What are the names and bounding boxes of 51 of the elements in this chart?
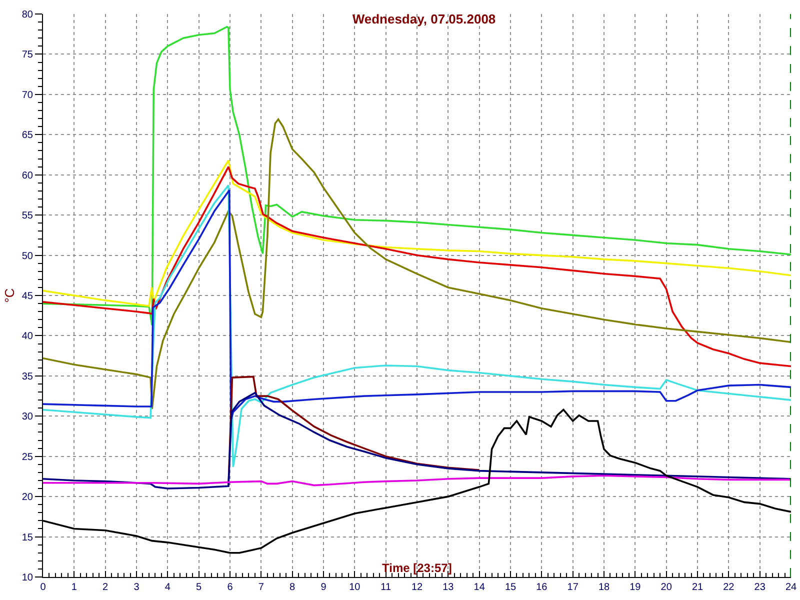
y-tick-label: 80 (22, 10, 34, 20)
line-series (43, 474, 791, 486)
x-tick-label: 5 (196, 582, 202, 593)
y-axis-title: °C (2, 288, 17, 303)
x-tick-label: 10 (349, 582, 361, 593)
line-series (43, 166, 791, 368)
x-tick-label: 17 (567, 582, 579, 593)
y-tick-label: 60 (22, 170, 34, 182)
x-tick-label: 22 (723, 582, 735, 593)
x-tick-label: 6 (227, 582, 234, 593)
x-tick-label: 4 (164, 582, 171, 593)
y-tick-label: 70 (22, 90, 34, 101)
x-tick-label: 14 (474, 582, 486, 593)
line-series (43, 159, 791, 307)
line-series (43, 189, 791, 422)
x-tick-label: 19 (630, 582, 642, 593)
line-series (43, 184, 791, 468)
x-tick-label: 0 (40, 582, 46, 593)
line-series (43, 26, 791, 326)
x-tick-label: 20 (660, 582, 672, 593)
y-tick-label: 30 (22, 412, 34, 423)
y-tick-label: 20 (22, 492, 34, 504)
y-tick-label: 50 (22, 250, 34, 262)
y-tick-label: 10 (22, 572, 34, 584)
x-tick-label: 2 (102, 582, 109, 593)
x-tick-label: 3 (134, 582, 140, 593)
y-tick-label: 35 (22, 371, 34, 382)
x-axis-title: Time [23:57] (382, 561, 452, 575)
x-tick-label: 1 (71, 582, 78, 593)
y-tick-label: 65 (22, 130, 34, 142)
x-tick-label: 12 (411, 582, 423, 593)
y-tick-label: 40 (22, 331, 34, 342)
x-tick-label: 16 (536, 582, 548, 593)
x-tick-label: 7 (258, 582, 264, 593)
x-tick-label: 8 (290, 582, 296, 593)
x-tick-label: 18 (598, 582, 610, 593)
x-tick-label: 21 (692, 582, 704, 593)
y-tick-label: 55 (22, 210, 34, 222)
x-tick-label: 24 (785, 582, 797, 593)
x-tick-label: 11 (380, 582, 392, 593)
line-series (43, 392, 791, 490)
y-tick-label: 75 (22, 50, 34, 61)
y-tick-label: 45 (22, 291, 34, 302)
x-tick-label: 15 (504, 582, 516, 593)
x-tick-label: 23 (754, 582, 766, 593)
line-series (43, 118, 791, 410)
chart-title: Wednesday, 07.05.2008 (352, 12, 496, 27)
x-tick-label: 9 (320, 582, 327, 593)
x-tick-label: 13 (442, 582, 454, 593)
y-tick-label: 25 (22, 452, 34, 463)
y-tick-label: 15 (22, 532, 34, 544)
